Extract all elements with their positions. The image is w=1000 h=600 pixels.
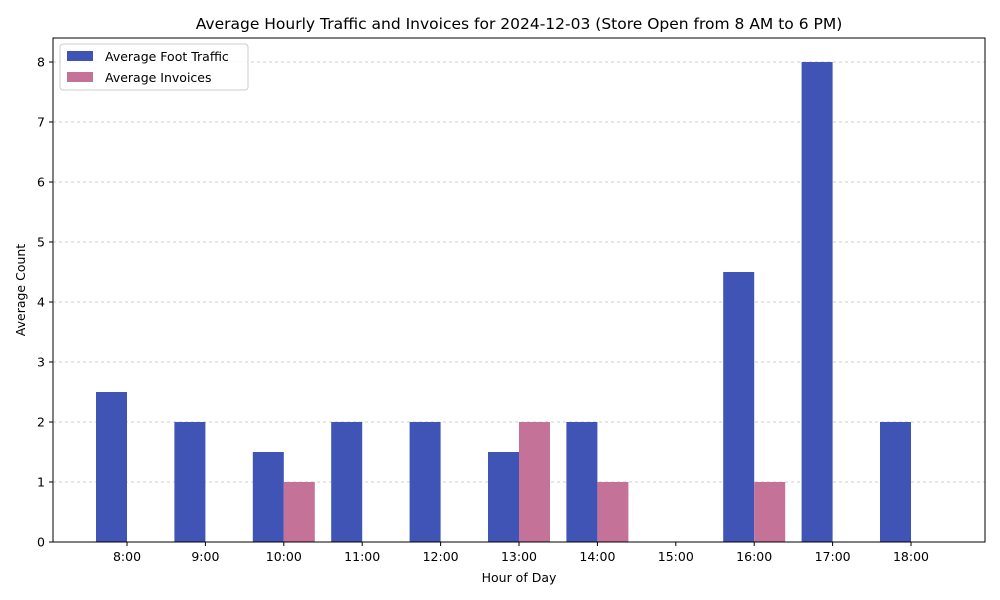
bar-invoices: [597, 482, 629, 542]
chart-title: Average Hourly Traffic and Invoices for …: [196, 15, 843, 33]
y-tick-label: 3: [37, 355, 45, 370]
y-tick-label: 0: [37, 535, 45, 550]
x-axis: 8:00 9:00 10:00 11:00 12:00 13:00 14:00 15:00 16…: [113, 542, 929, 564]
x-tick-label: 16:00: [736, 549, 772, 564]
x-tick-label: 9:00: [191, 549, 219, 564]
x-tick-label: 14:00: [579, 549, 615, 564]
x-tick-label: 11:00: [344, 549, 380, 564]
bar-foot-traffic: [409, 422, 441, 542]
bar-foot-traffic: [723, 272, 755, 542]
y-axis: 0 1 2 3 4 5 6 7 8: [37, 55, 53, 550]
bar-foot-traffic: [331, 422, 363, 542]
y-tick-label: 8: [37, 55, 45, 70]
bar-foot-traffic: [174, 422, 206, 542]
x-tick-label: 10:00: [266, 549, 302, 564]
bar-foot-traffic: [96, 392, 127, 542]
bar-foot-traffic: [252, 452, 284, 542]
bar-foot-traffic: [566, 422, 598, 542]
y-tick-label: 7: [37, 115, 45, 130]
bar-foot-traffic: [801, 62, 833, 542]
x-tick-label: 17:00: [815, 549, 851, 564]
x-axis-label: Hour of Day: [482, 570, 557, 585]
grid-lines: [53, 61, 985, 483]
y-tick-label: 4: [37, 295, 45, 310]
y-tick-label: 1: [37, 475, 45, 490]
legend-swatch: [67, 72, 93, 82]
bar-foot-traffic: [880, 422, 911, 542]
x-tick-label: 13:00: [501, 549, 537, 564]
x-tick-label: 8:00: [113, 549, 141, 564]
y-tick-label: 2: [37, 415, 45, 430]
y-tick-label: 5: [37, 235, 45, 250]
x-tick-label: 12:00: [423, 549, 459, 564]
bar-foot-traffic: [488, 452, 519, 542]
legend-entry: Average Foot Traffic: [105, 49, 229, 64]
bar-invoices: [283, 482, 315, 542]
legend: Average Foot Traffic Average Invoices: [59, 43, 249, 91]
y-axis-label: Average Count: [13, 244, 28, 337]
legend-swatch: [67, 51, 93, 61]
x-tick-label: 15:00: [658, 549, 694, 564]
x-tick-label: 18:00: [893, 549, 929, 564]
bars: [96, 62, 911, 542]
legend-box: [59, 43, 249, 91]
bar-invoices: [519, 422, 550, 542]
y-tick-label: 6: [37, 175, 45, 190]
legend-entry: Average Invoices: [105, 70, 212, 85]
bar-invoices: [754, 482, 786, 542]
